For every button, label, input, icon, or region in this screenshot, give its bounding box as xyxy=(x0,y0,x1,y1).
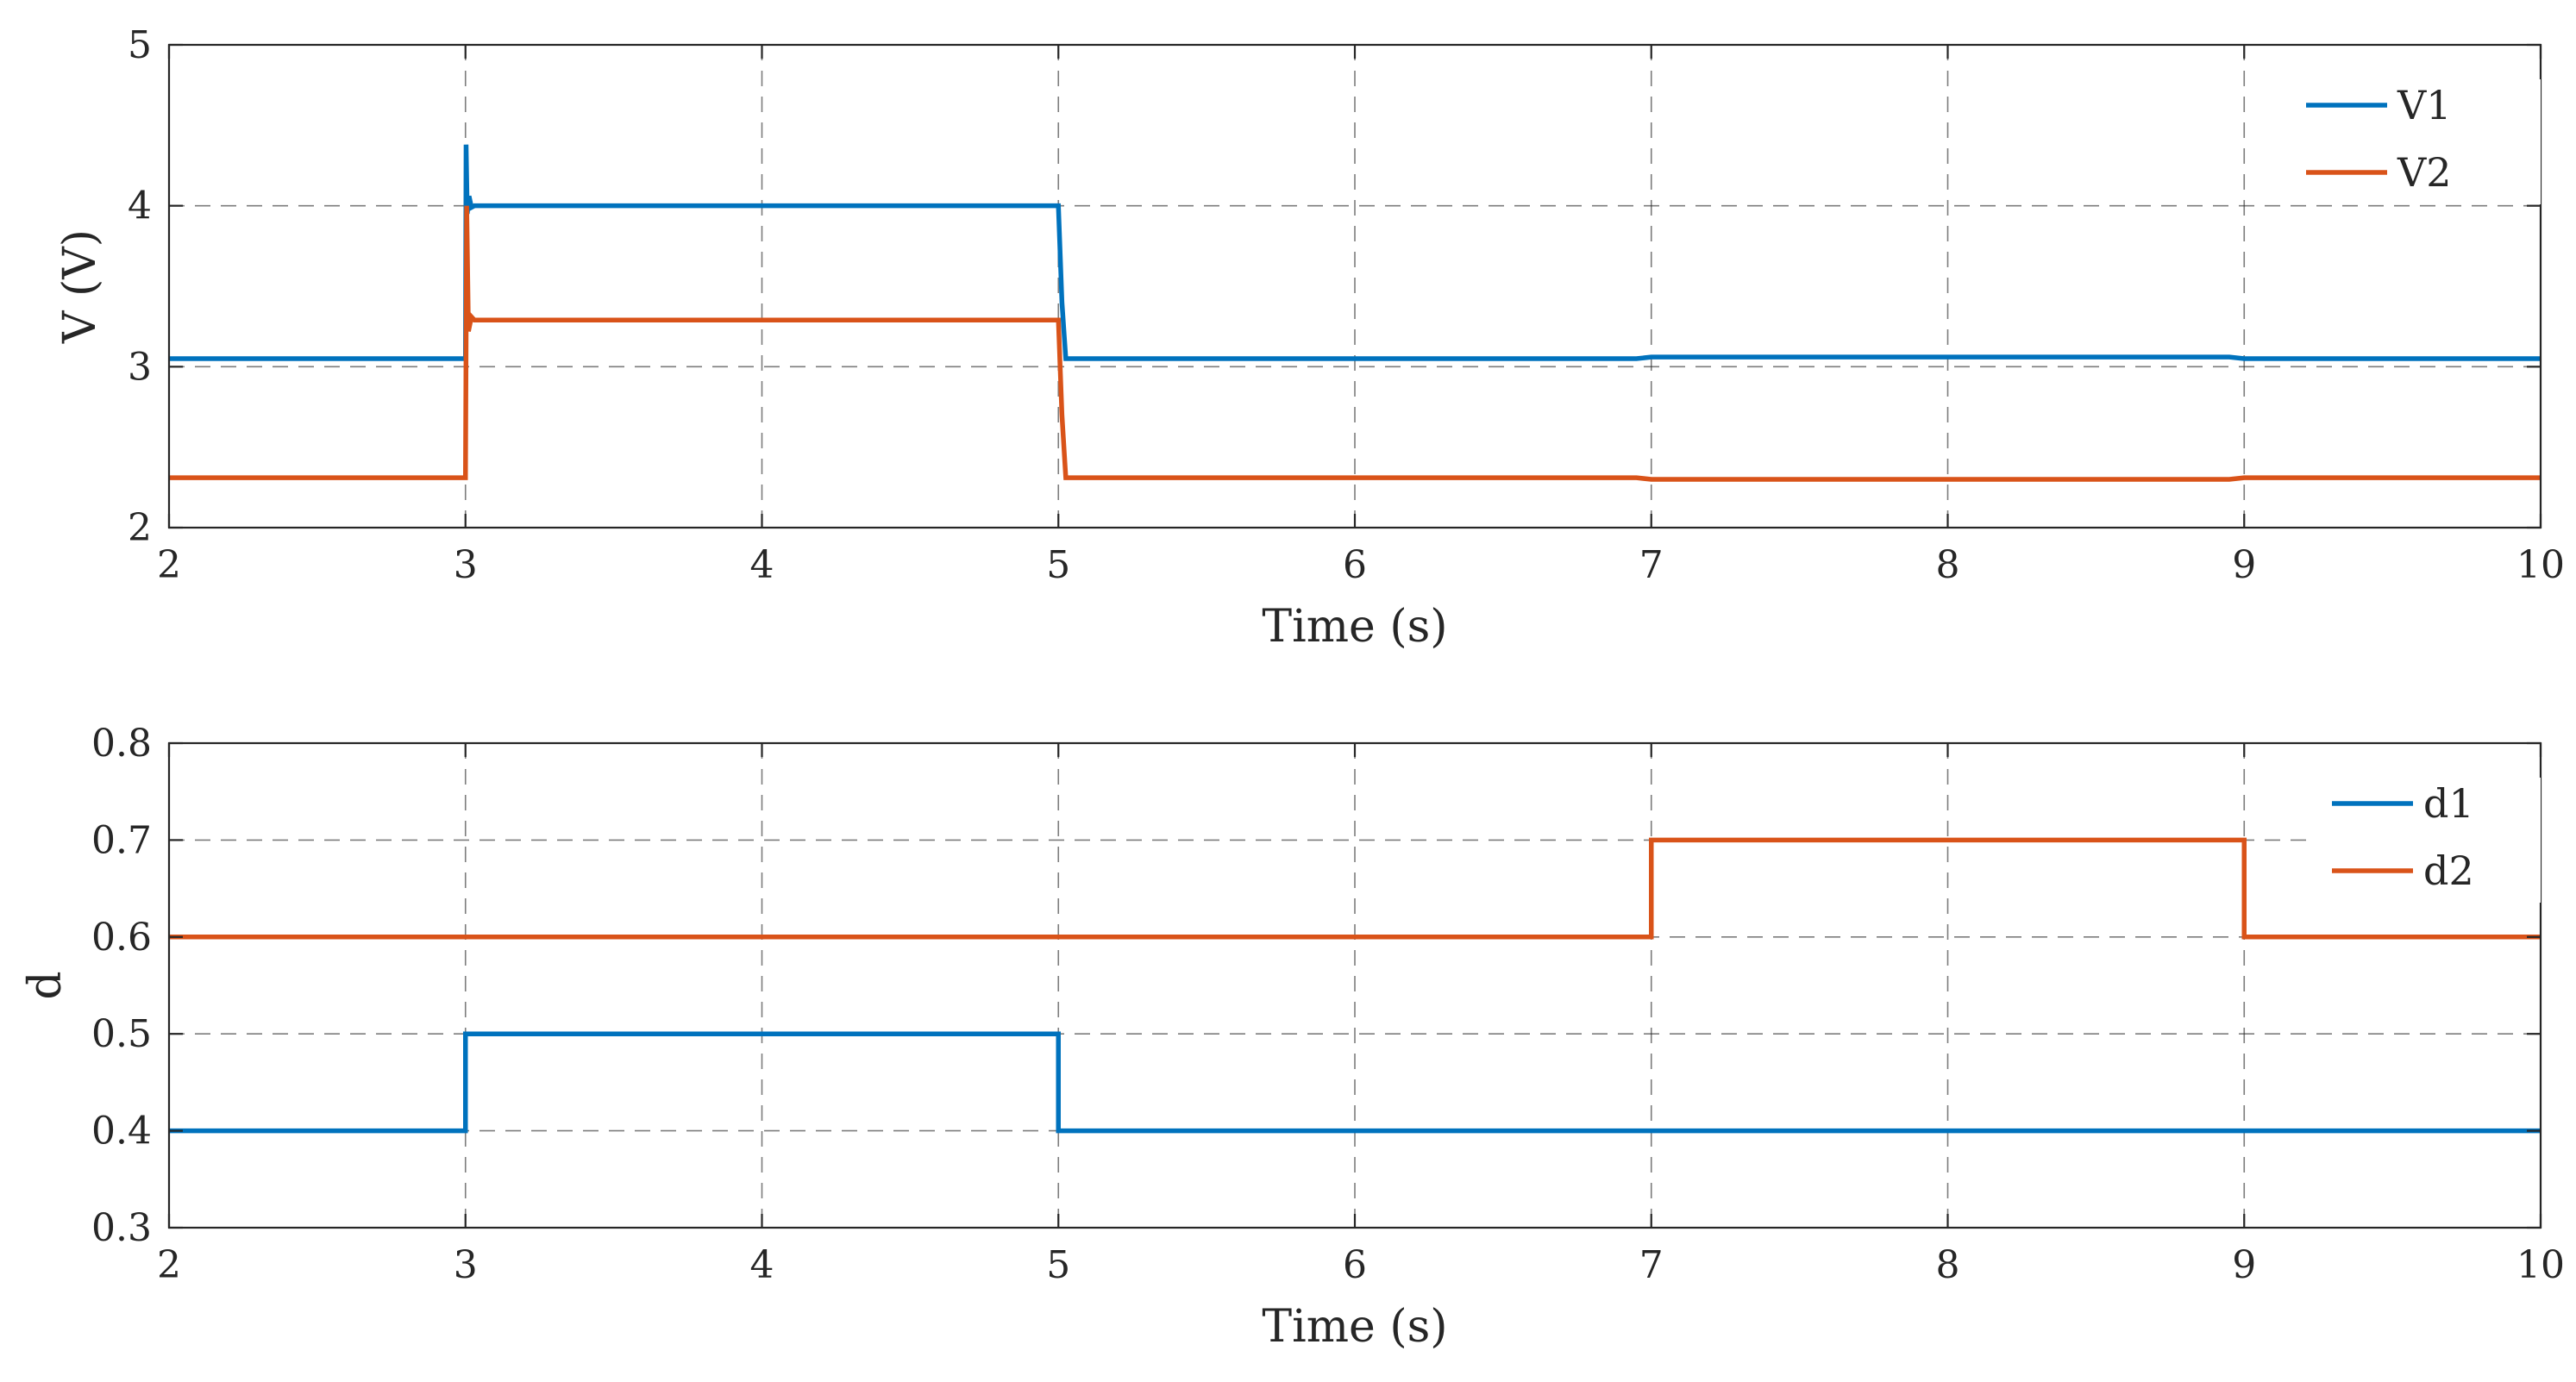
legend-label-d2: d2 xyxy=(2423,847,2474,894)
series-line-d2 xyxy=(169,837,2541,940)
y-tick-label: 5 xyxy=(128,23,152,67)
x-tick-label: 5 xyxy=(1046,543,1070,587)
x-axis-label: Time (s) xyxy=(1262,1301,1447,1353)
x-tick-label: 4 xyxy=(750,543,774,587)
x-tick-label: 2 xyxy=(157,1243,181,1287)
y-axis-label: d xyxy=(20,971,72,999)
y-tick-label: 0.5 xyxy=(91,1012,152,1056)
x-tick-label: 8 xyxy=(1936,1243,1960,1287)
x-tick-label: 10 xyxy=(2516,1243,2565,1287)
x-tick-label: 2 xyxy=(157,543,181,587)
x-tick-label: 8 xyxy=(1936,543,1960,587)
x-tick-label: 5 xyxy=(1046,1243,1070,1287)
x-tick-label: 6 xyxy=(1343,1243,1367,1287)
y-tick-label: 4 xyxy=(128,184,152,228)
legend-label-d1: d1 xyxy=(2423,780,2474,827)
x-tick-label: 3 xyxy=(454,1243,478,1287)
x-tick-label: 4 xyxy=(750,1243,774,1287)
x-tick-label: 3 xyxy=(454,543,478,587)
y-tick-label: 3 xyxy=(128,345,152,389)
x-tick-label: 9 xyxy=(2232,543,2256,587)
y-tick-label: 0.8 xyxy=(91,722,152,766)
x-tick-label: 7 xyxy=(1639,1243,1664,1287)
x-tick-label: 10 xyxy=(2516,543,2565,587)
y-tick-label: 2 xyxy=(128,506,152,550)
y-tick-label: 0.6 xyxy=(91,916,152,960)
x-tick-label: 7 xyxy=(1639,543,1664,587)
series-line-v1 xyxy=(169,144,2541,361)
x-axis-label: Time (s) xyxy=(1262,601,1447,653)
legend-label-v1: V1 xyxy=(2397,82,2452,128)
y-tick-label: 0.7 xyxy=(91,818,152,862)
x-tick-label: 9 xyxy=(2232,1243,2256,1287)
legend-label-v2: V2 xyxy=(2397,149,2452,196)
series-line-v2 xyxy=(169,205,2541,482)
legend-box xyxy=(2291,79,2541,204)
series-line-d1 xyxy=(169,1031,2541,1134)
y-tick-label: 0.3 xyxy=(91,1206,152,1250)
y-axis-label: V (V) xyxy=(54,229,106,344)
legend-box xyxy=(2316,778,2541,903)
y-tick-label: 0.4 xyxy=(91,1110,152,1154)
x-tick-label: 6 xyxy=(1343,543,1367,587)
